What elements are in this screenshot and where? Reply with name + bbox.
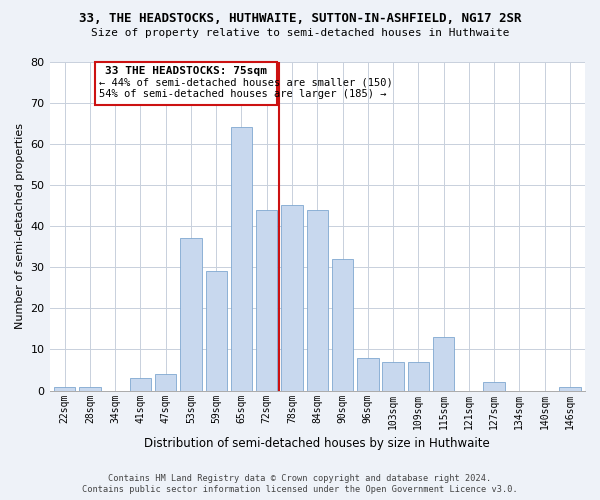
Text: 33 THE HEADSTOCKS: 75sqm: 33 THE HEADSTOCKS: 75sqm: [105, 66, 267, 76]
Text: Contains HM Land Registry data © Crown copyright and database right 2024.
Contai: Contains HM Land Registry data © Crown c…: [82, 474, 518, 494]
Bar: [382, 362, 404, 390]
Bar: [559, 386, 581, 390]
Bar: [484, 382, 505, 390]
Bar: [206, 272, 227, 390]
Bar: [130, 378, 151, 390]
Bar: [307, 210, 328, 390]
Y-axis label: Number of semi-detached properties: Number of semi-detached properties: [15, 123, 25, 329]
Bar: [433, 337, 454, 390]
Bar: [155, 374, 176, 390]
Text: 33, THE HEADSTOCKS, HUTHWAITE, SUTTON-IN-ASHFIELD, NG17 2SR: 33, THE HEADSTOCKS, HUTHWAITE, SUTTON-IN…: [79, 12, 521, 26]
Bar: [180, 238, 202, 390]
Bar: [332, 259, 353, 390]
Bar: [357, 358, 379, 390]
Text: Size of property relative to semi-detached houses in Huthwaite: Size of property relative to semi-detach…: [91, 28, 509, 38]
Text: 54% of semi-detached houses are larger (185) →: 54% of semi-detached houses are larger (…: [99, 90, 386, 100]
Bar: [407, 362, 429, 390]
Bar: [54, 386, 76, 390]
Bar: [281, 206, 303, 390]
Bar: [79, 386, 101, 390]
FancyBboxPatch shape: [95, 62, 277, 104]
Text: ← 44% of semi-detached houses are smaller (150): ← 44% of semi-detached houses are smalle…: [99, 78, 392, 88]
X-axis label: Distribution of semi-detached houses by size in Huthwaite: Distribution of semi-detached houses by …: [145, 437, 490, 450]
Bar: [231, 128, 252, 390]
Bar: [256, 210, 277, 390]
